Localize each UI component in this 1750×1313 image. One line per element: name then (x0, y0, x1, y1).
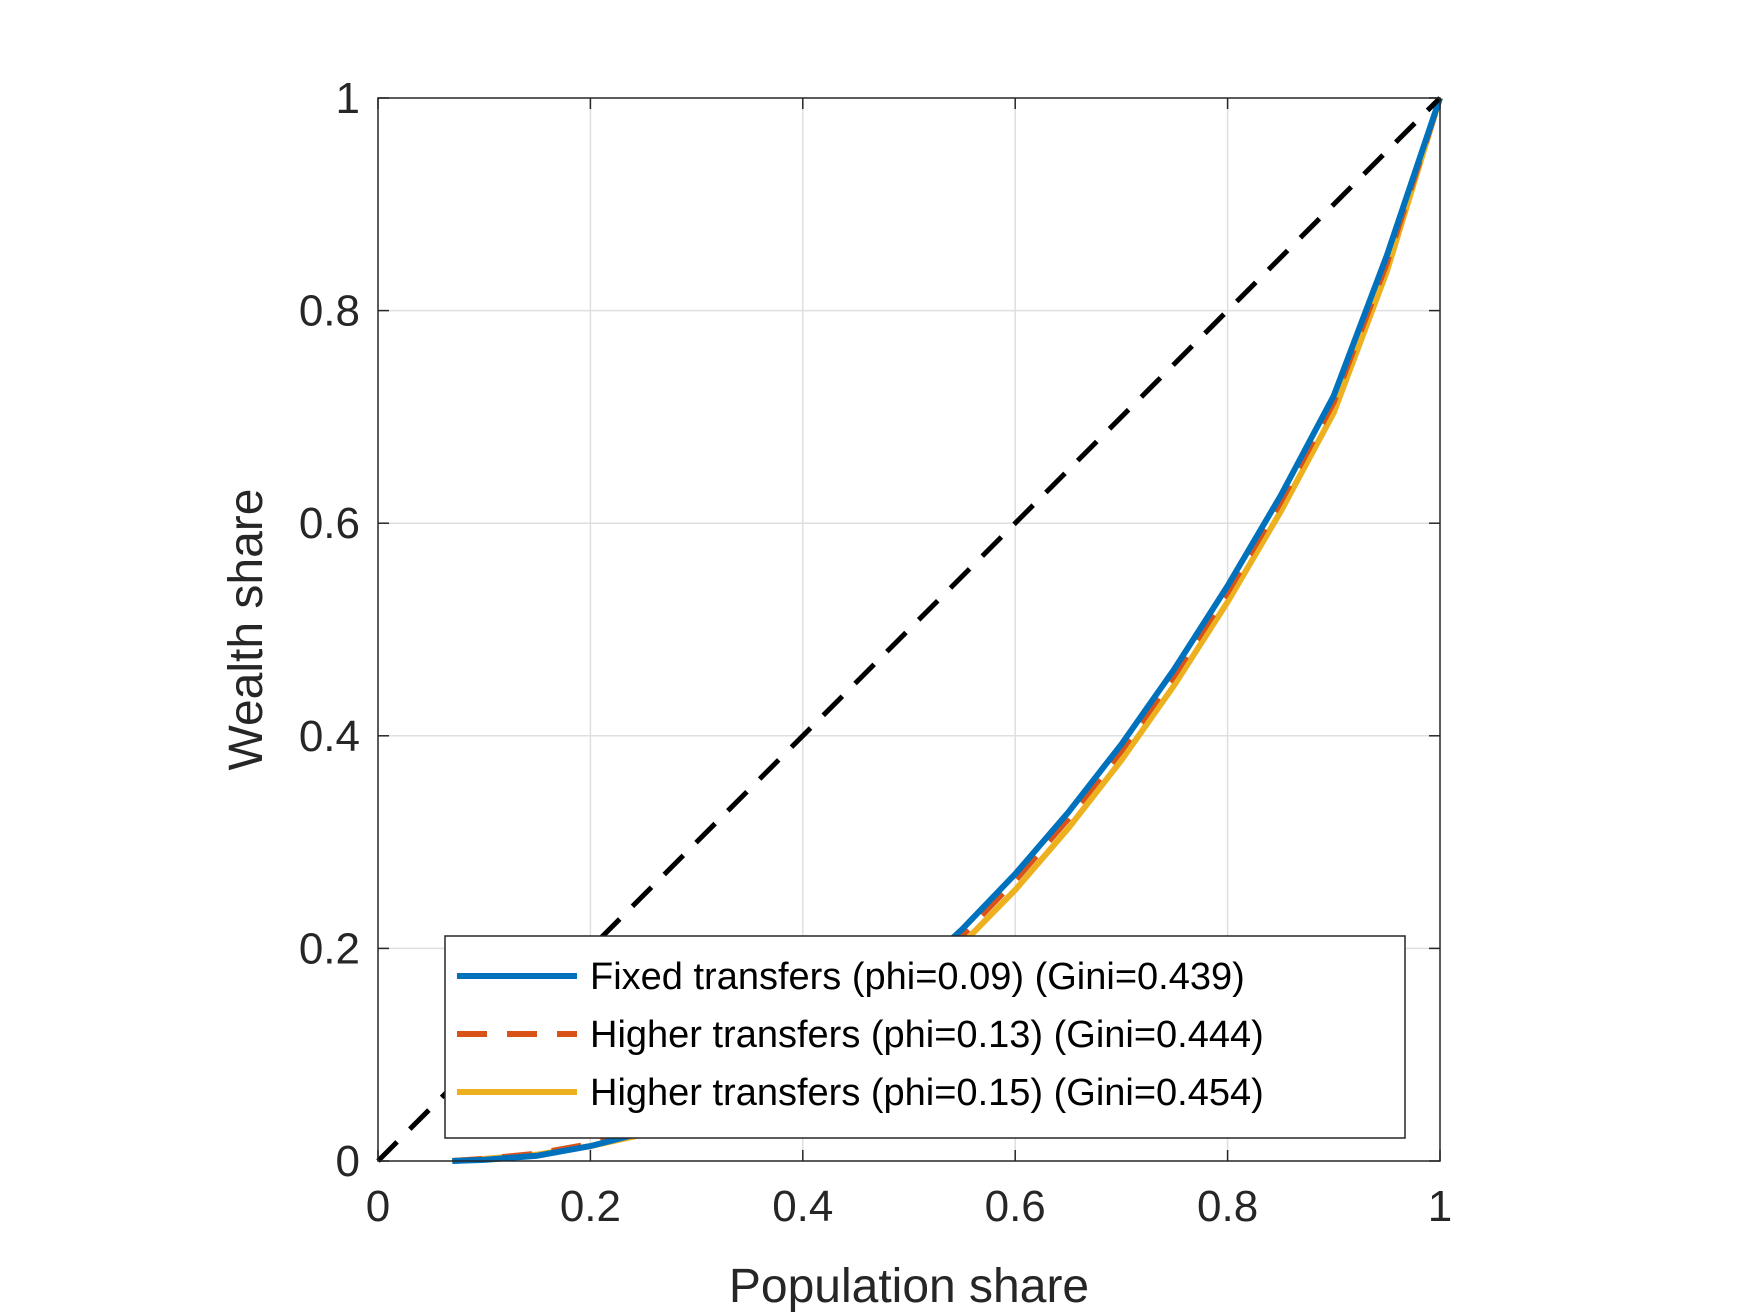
x-tick-label: 1 (1428, 1182, 1452, 1231)
axes-box (377, 97, 1441, 1162)
legend-label-1: Fixed transfers (phi=0.09) (Gini=0.439) (590, 956, 1245, 998)
x-tick-label: 0.8 (1197, 1182, 1258, 1231)
x-axis-label: Population share (729, 1260, 1089, 1313)
x-tick-label: 0.2 (560, 1182, 621, 1231)
x-tick-label: 0.4 (772, 1182, 833, 1231)
y-tick-label: 1 (336, 74, 360, 123)
legend-box (444, 935, 1406, 1139)
y-tick-label: 0.4 (299, 712, 360, 761)
y-axis-label: Wealth share (220, 489, 273, 771)
y-tick-label: 0.2 (299, 924, 360, 973)
y-tick-label: 0.8 (299, 287, 360, 336)
legend-label-2: Higher transfers (phi=0.13) (Gini=0.444) (590, 1014, 1264, 1056)
x-tick-label: 0.6 (985, 1182, 1046, 1231)
y-tick-label: 0.6 (299, 499, 360, 548)
x-tick-label: 0 (366, 1182, 390, 1231)
legend-label-3: Higher transfers (phi=0.15) (Gini=0.454) (590, 1072, 1264, 1114)
y-tick-label: 0 (336, 1137, 360, 1186)
legend: Fixed transfers (phi=0.09) (Gini=0.439) H… (444, 935, 1406, 1139)
